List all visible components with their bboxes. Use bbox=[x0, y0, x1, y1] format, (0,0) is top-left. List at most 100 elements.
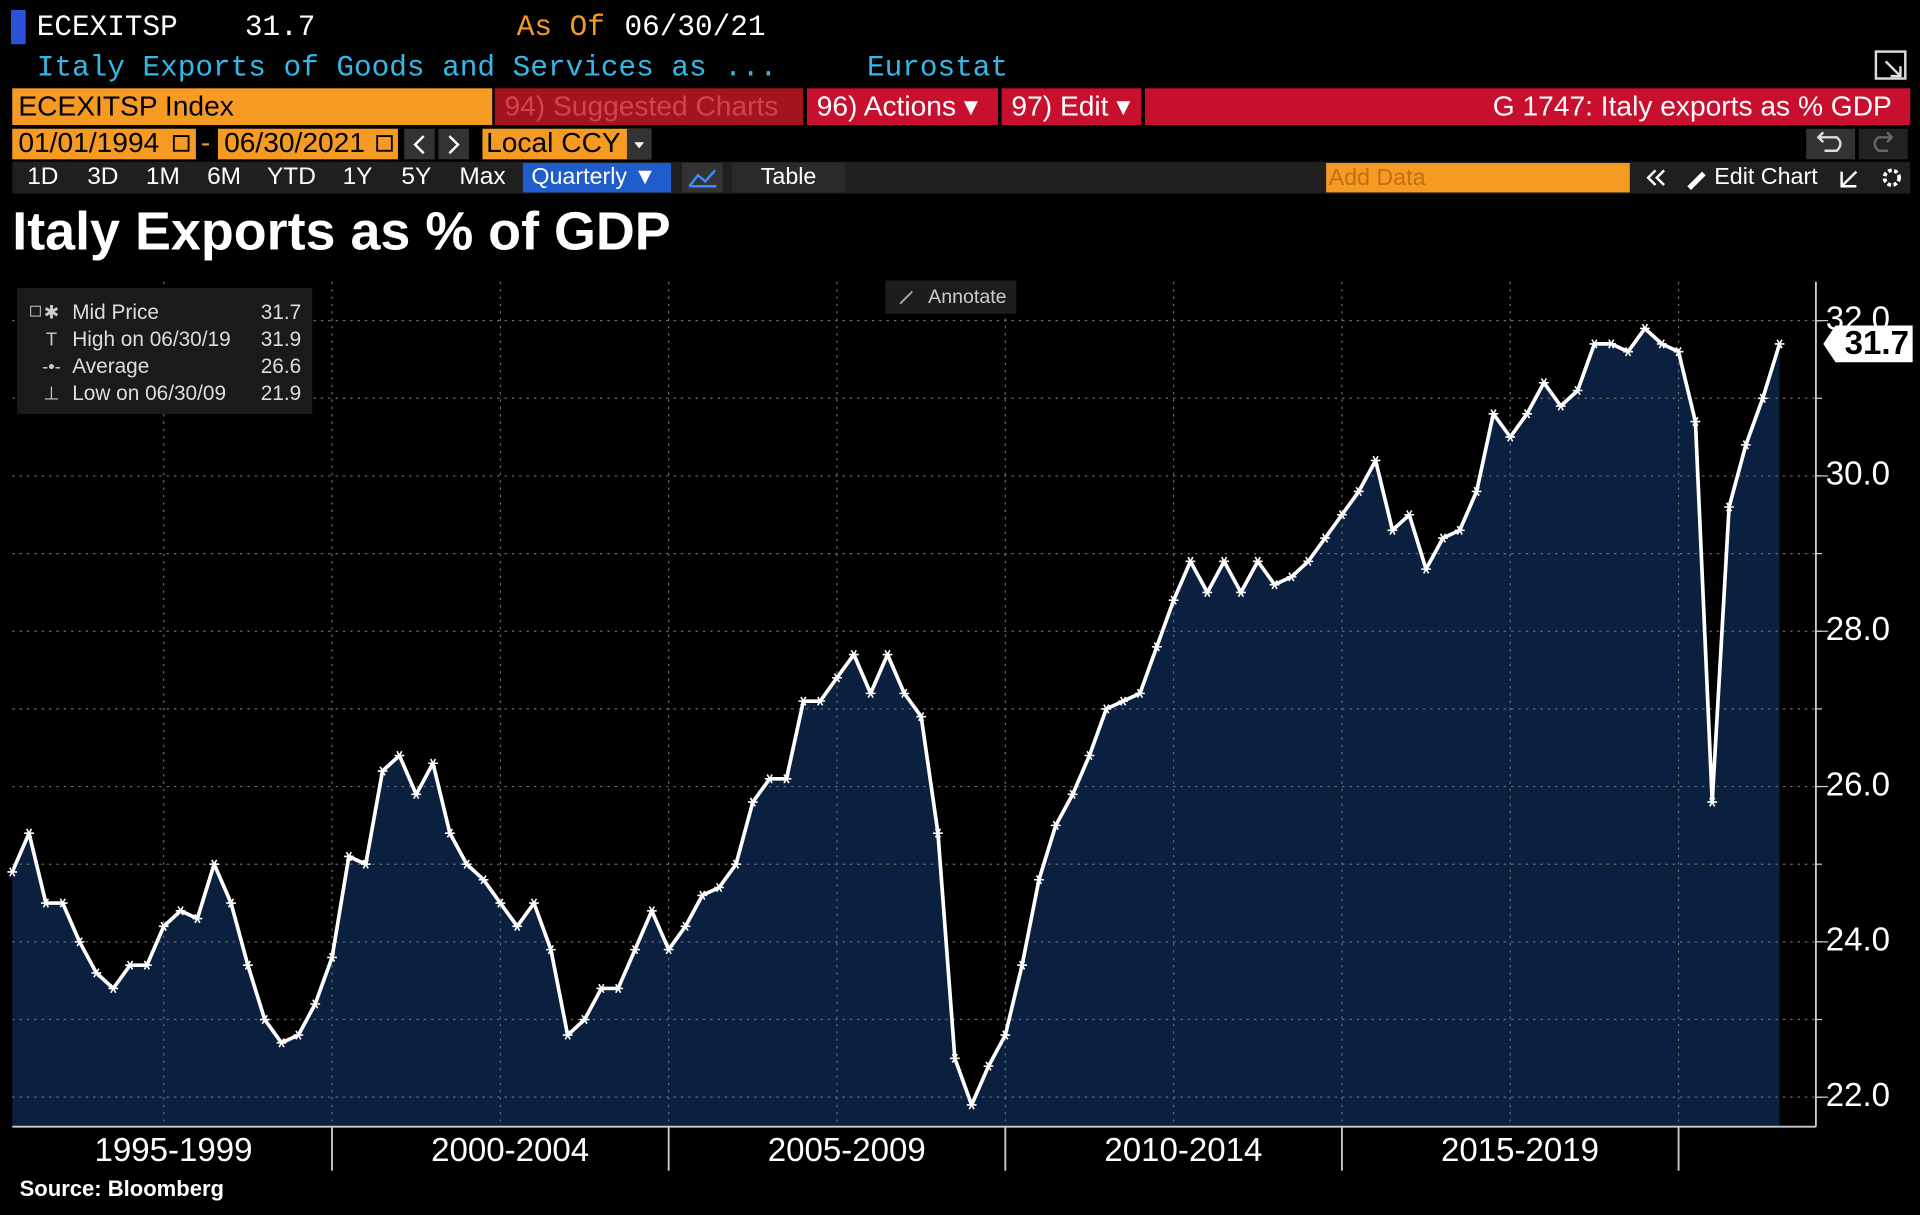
add-data-field[interactable] bbox=[1326, 163, 1630, 193]
point-marker bbox=[91, 968, 102, 978]
point-marker bbox=[360, 859, 371, 869]
point-marker bbox=[1337, 510, 1347, 520]
table[interactable]: Table bbox=[761, 163, 817, 189]
range-button[interactable]: Max bbox=[459, 163, 505, 190]
legend-label: Low on 06/30/09 bbox=[72, 382, 226, 405]
range-button[interactable]: 1D bbox=[27, 163, 58, 190]
actions-button[interactable] bbox=[806, 88, 998, 126]
end-date[interactable]: 06/30/2021 bbox=[224, 127, 365, 158]
point-marker bbox=[1539, 378, 1549, 388]
point-marker bbox=[1774, 339, 1785, 349]
point-marker bbox=[562, 1030, 573, 1040]
point-marker bbox=[865, 688, 876, 699]
dropdown-caret[interactable] bbox=[634, 142, 645, 149]
prev-arrow[interactable] bbox=[413, 135, 425, 155]
security-text[interactable]: ECEXITSP Index bbox=[18, 90, 233, 121]
point-marker bbox=[916, 711, 927, 722]
point-marker bbox=[832, 673, 842, 683]
frequency-button[interactable] bbox=[522, 163, 672, 193]
suggested-text[interactable]: 94) Suggested Charts bbox=[504, 90, 778, 121]
edit-button[interactable] bbox=[1001, 88, 1142, 126]
prev-button[interactable] bbox=[404, 128, 435, 160]
redo-icon[interactable] bbox=[1873, 131, 1894, 152]
point-marker bbox=[882, 649, 893, 660]
frequency[interactable]: Quarterly ▼ bbox=[531, 163, 656, 189]
range-button[interactable]: 3D bbox=[87, 163, 118, 190]
popout-icon[interactable] bbox=[1874, 50, 1907, 80]
y-tick-label: 24.0 bbox=[1826, 922, 1890, 959]
point-marker bbox=[1555, 401, 1566, 411]
pencil-icon[interactable] bbox=[1687, 171, 1706, 190]
annotate-icon[interactable] bbox=[899, 290, 913, 305]
currency-field[interactable] bbox=[482, 128, 652, 160]
calendar-icon[interactable] bbox=[376, 135, 393, 152]
point-marker bbox=[1202, 587, 1213, 598]
point-marker bbox=[1353, 486, 1364, 497]
actions-text[interactable]: 96) Actions ▾ bbox=[817, 90, 978, 121]
range-button[interactable]: 1Y bbox=[343, 163, 373, 190]
edit-chart[interactable]: Edit Chart bbox=[1714, 163, 1818, 189]
legend-label: Mid Price bbox=[72, 301, 159, 324]
redo-button[interactable] bbox=[1858, 128, 1908, 160]
security-field[interactable] bbox=[12, 88, 493, 126]
suggested-button[interactable] bbox=[494, 88, 804, 126]
settings-edit-icon[interactable] bbox=[1840, 170, 1858, 188]
x-period-label: 1995-1999 bbox=[95, 1132, 253, 1169]
annotate[interactable]: Annotate bbox=[928, 286, 1006, 308]
point-marker bbox=[1522, 409, 1532, 419]
start-date[interactable]: 01/01/1994 bbox=[18, 127, 159, 158]
point-marker bbox=[343, 851, 354, 862]
next-arrow[interactable] bbox=[448, 135, 460, 155]
point-marker bbox=[24, 828, 34, 838]
point-marker bbox=[781, 774, 792, 784]
point-marker bbox=[41, 898, 51, 908]
undo-button[interactable] bbox=[1806, 128, 1856, 160]
chart-type-icon[interactable] bbox=[688, 169, 717, 188]
point-marker bbox=[226, 898, 236, 908]
range-button[interactable]: YTD bbox=[267, 163, 316, 190]
point-marker bbox=[1673, 346, 1684, 357]
point-marker bbox=[1269, 579, 1280, 590]
point-marker bbox=[141, 960, 152, 970]
last-value-tag bbox=[1823, 325, 1913, 363]
point-marker bbox=[108, 983, 119, 994]
source-note: Source: Bloomberg bbox=[20, 1176, 224, 1201]
calendar-icon[interactable] bbox=[172, 135, 190, 152]
point-marker bbox=[1454, 525, 1465, 535]
gear-icon[interactable] bbox=[1882, 168, 1902, 187]
range-button[interactable]: 6M bbox=[207, 163, 241, 190]
start-date-field[interactable] bbox=[12, 128, 196, 160]
range-buttons: 1D 3D 1M 6M YTD 1Y 5Y Max bbox=[27, 163, 505, 190]
point-marker bbox=[949, 1053, 960, 1064]
legend-symbol: ✱ bbox=[44, 301, 59, 322]
point-marker bbox=[394, 750, 405, 761]
point-marker bbox=[259, 1014, 270, 1025]
point-marker bbox=[1303, 556, 1314, 567]
point-marker bbox=[242, 960, 253, 970]
add-data[interactable]: Add Data bbox=[1329, 164, 1426, 190]
table-button[interactable] bbox=[732, 163, 845, 193]
point-marker bbox=[983, 1061, 994, 1071]
point-marker bbox=[848, 649, 859, 660]
edit-text[interactable]: 97) Edit ▾ bbox=[1011, 90, 1130, 121]
end-date-field[interactable] bbox=[217, 128, 398, 160]
legend-symbol: T bbox=[46, 328, 57, 349]
undo-icon[interactable] bbox=[1816, 131, 1842, 152]
point-marker bbox=[1017, 960, 1028, 970]
collapse-icon[interactable] bbox=[1646, 169, 1665, 186]
point-marker bbox=[1421, 564, 1432, 574]
point-marker bbox=[1067, 789, 1078, 799]
currency[interactable]: Local CCY bbox=[486, 127, 621, 158]
point-marker bbox=[1151, 642, 1162, 652]
range-button[interactable]: 5Y bbox=[401, 163, 431, 190]
next-button[interactable] bbox=[438, 128, 469, 160]
y-tick-label: 30.0 bbox=[1826, 456, 1890, 493]
point-marker bbox=[512, 921, 523, 932]
point-marker bbox=[1757, 393, 1768, 403]
legend-toggle[interactable] bbox=[29, 305, 42, 317]
point-marker bbox=[175, 906, 186, 916]
range-button[interactable]: 1M bbox=[146, 163, 180, 190]
popout-arrow[interactable] bbox=[1884, 60, 1902, 78]
popout-frame[interactable] bbox=[1874, 50, 1907, 80]
